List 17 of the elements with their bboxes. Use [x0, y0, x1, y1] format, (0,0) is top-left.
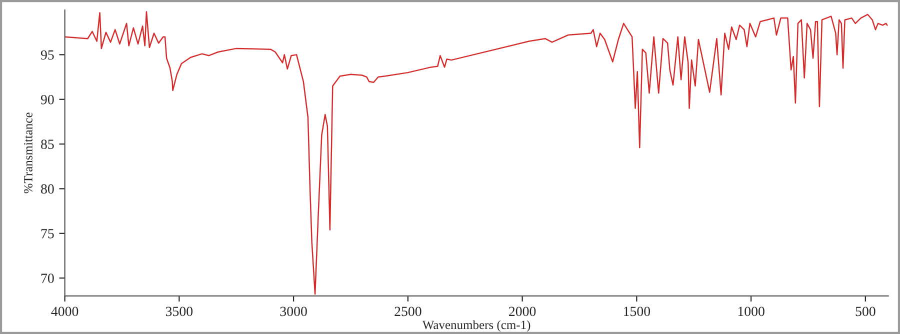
x-tick-label: 500	[856, 306, 876, 316]
y-tick-label: 90	[40, 94, 54, 104]
line-series	[64, 11, 888, 295]
y-axis-title: %Transmittance	[24, 112, 32, 194]
y-tick-label: 80	[41, 184, 54, 194]
x-tick-label: 4000	[51, 306, 78, 316]
x-tick-label: 2000	[509, 306, 536, 316]
x-tick-label: 1000	[738, 306, 764, 316]
y-tick-label: 95	[40, 50, 54, 60]
x-tick-label: 3000	[280, 306, 307, 316]
x-tick-label: 1500	[624, 306, 650, 316]
x-axis-title: Wavenumbers (cm-1)	[422, 320, 530, 332]
x-tick-label: 3500	[166, 306, 193, 316]
y-tick-label: 85	[41, 140, 54, 149]
x-tick-label: 2500	[394, 306, 422, 316]
y-tick-label: 75	[41, 229, 54, 238]
y-tick-label: 70	[41, 274, 54, 284]
